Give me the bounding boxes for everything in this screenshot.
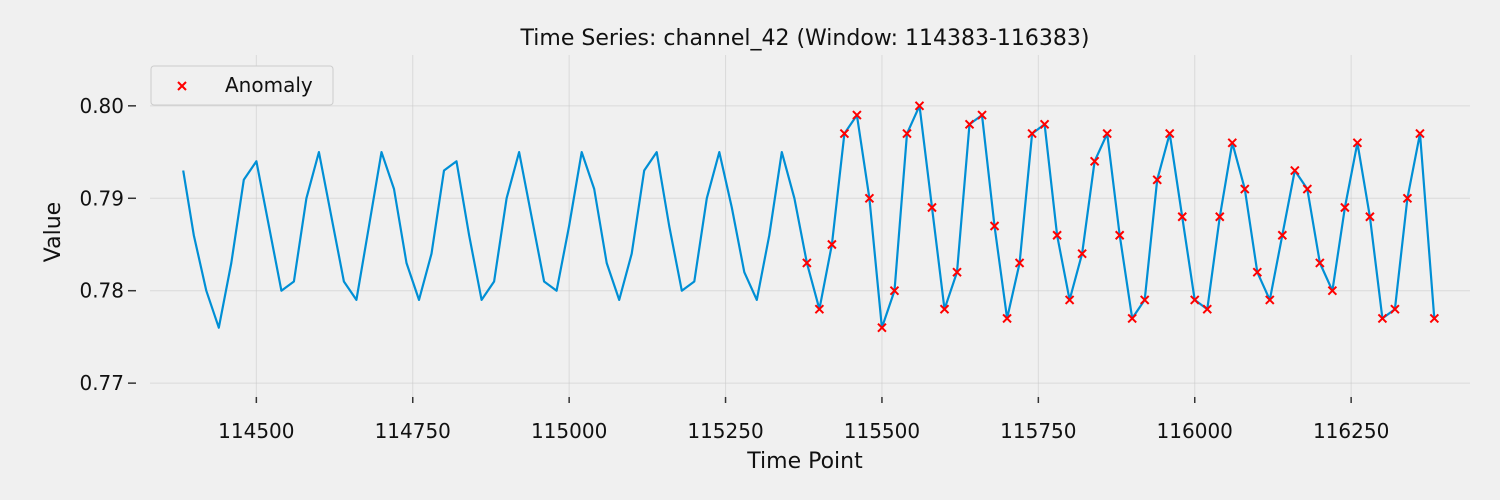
anomaly-point <box>989 221 1000 231</box>
anomaly-point <box>1077 249 1087 259</box>
anomaly-point <box>1290 165 1300 176</box>
anomaly-point <box>1027 128 1037 139</box>
anomaly-point <box>952 267 962 277</box>
anomaly-point <box>864 193 875 203</box>
anomaly-point <box>1139 295 1150 305</box>
x-tick-label: 116000 <box>1157 419 1233 443</box>
anomaly-point <box>1365 212 1375 222</box>
anomaly-point <box>877 322 887 333</box>
anomaly-point <box>852 110 862 120</box>
anomaly-point <box>927 202 937 213</box>
anomaly-point <box>827 239 837 250</box>
legend-label-anomaly: Anomaly <box>225 73 313 97</box>
x-axis-ticks: 114500 114750 115000 115250 115500 115750 1160… <box>218 397 1389 443</box>
anomaly-point <box>1352 138 1363 148</box>
anomaly-point <box>1265 295 1275 305</box>
x-tick-label: 115000 <box>531 419 607 443</box>
legend: Anomaly <box>150 65 334 106</box>
anomaly-point <box>1252 267 1263 277</box>
anomaly-point <box>1227 138 1237 148</box>
y-tick-label: 0.78 <box>79 279 124 303</box>
anomaly-markers-layer <box>802 101 1440 333</box>
legend-anomaly-marker <box>177 81 187 91</box>
anomaly-point <box>1327 285 1338 296</box>
x-tick-label: 114500 <box>218 419 294 443</box>
chart-title: Time Series: channel_42 (Window: 114383-… <box>520 26 1090 51</box>
anomaly-point <box>1340 202 1350 213</box>
x-tick-label: 114750 <box>375 419 451 443</box>
anomaly-point <box>1429 313 1440 324</box>
y-tick-label: 0.77 <box>79 371 124 395</box>
y-axis-label: Value <box>41 202 66 262</box>
anomaly-point <box>1240 184 1250 194</box>
legend-x-marker <box>177 81 187 91</box>
anomaly-point <box>1039 119 1050 130</box>
anomaly-point <box>1177 212 1187 222</box>
anomaly-point <box>1190 295 1200 305</box>
anomaly-point <box>1052 230 1062 240</box>
x-axis-label: Time Point <box>746 449 863 474</box>
anomaly-point <box>939 304 950 314</box>
anomaly-point <box>1277 230 1288 240</box>
x-tick-label: 115500 <box>844 419 920 443</box>
anomaly-point <box>1165 128 1175 139</box>
anomaly-point <box>1215 212 1225 222</box>
anomaly-point <box>914 101 925 111</box>
anomaly-point <box>1315 258 1325 268</box>
anomaly-point <box>1415 128 1425 139</box>
legend-box <box>150 65 334 106</box>
anomaly-point <box>1202 304 1212 314</box>
anomaly-point <box>1014 258 1025 268</box>
anomaly-point <box>1152 175 1162 185</box>
anomaly-point <box>1302 184 1313 194</box>
anomaly-point <box>1002 313 1012 324</box>
anomaly-point <box>1402 193 1413 203</box>
anomaly-point <box>802 258 812 268</box>
anomaly-point <box>839 128 850 139</box>
anomaly-point <box>1114 230 1125 240</box>
anomaly-point <box>1064 295 1075 305</box>
anomaly-point <box>889 285 900 296</box>
anomaly-point <box>902 128 912 139</box>
x-tick-label: 115750 <box>1000 419 1076 443</box>
anomaly-point <box>977 110 987 120</box>
anomaly-point <box>1390 304 1400 314</box>
anomaly-point <box>814 304 825 314</box>
anomaly-point <box>1377 313 1388 324</box>
anomaly-point <box>964 119 975 130</box>
y-axis-ticks: 0.77 0.78 0.79 0.80 <box>79 94 136 395</box>
anomaly-point <box>1089 156 1100 167</box>
y-tick-label: 0.80 <box>79 94 124 118</box>
x-tick-label: 115250 <box>687 419 763 443</box>
anomaly-point <box>1127 313 1137 324</box>
anomaly-point <box>1102 128 1112 139</box>
y-tick-label: 0.79 <box>79 186 124 210</box>
grid-lines <box>150 55 1470 397</box>
x-tick-label: 116250 <box>1313 419 1389 443</box>
